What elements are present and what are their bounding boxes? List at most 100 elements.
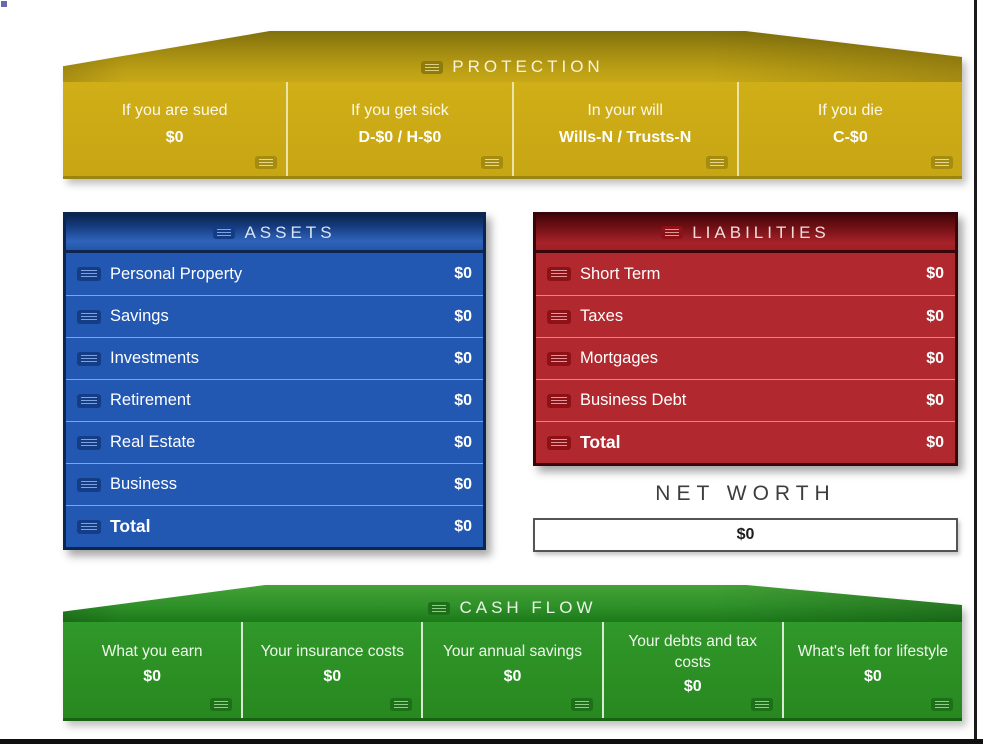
row-label: Personal Property <box>110 264 243 283</box>
protection-cell-sued[interactable]: If you are sued $0 <box>63 82 287 176</box>
row-label: Retirement <box>110 391 191 409</box>
menu-handle-icon[interactable] <box>390 698 413 711</box>
menu-handle-icon[interactable] <box>77 435 101 450</box>
window-bottom-border <box>0 739 983 744</box>
row-label: Real Estate <box>110 433 196 451</box>
cash-flow-cell-earn[interactable]: What you earn $0 <box>63 622 242 718</box>
net-worth-title: NET WORTH <box>655 482 836 505</box>
cell-value: $0 <box>323 667 342 685</box>
row-value: $0 <box>926 307 944 325</box>
menu-handle-icon[interactable] <box>547 267 571 281</box>
window-right-border <box>974 0 977 744</box>
liabilities-title-label: LIABILITIES <box>692 222 830 242</box>
menu-handle-icon[interactable] <box>547 393 571 408</box>
menu-handle-icon[interactable] <box>547 351 571 366</box>
cell-value: $0 <box>864 667 882 685</box>
net-worth-value: $0 <box>736 526 755 543</box>
menu-handle-icon[interactable] <box>931 156 953 169</box>
cell-label: Your annual savings <box>442 643 583 661</box>
cell-label: If you get sick <box>350 101 449 119</box>
menu-handle-icon[interactable] <box>705 156 728 169</box>
menu-handle-icon[interactable] <box>570 698 593 711</box>
row-label: Business Debt <box>580 391 687 409</box>
row-label: Short Term <box>580 264 661 283</box>
cell-label: What you earn <box>101 643 203 661</box>
menu-handle-icon[interactable] <box>421 60 444 74</box>
menu-handle-icon[interactable] <box>480 156 503 169</box>
menu-handle-icon[interactable] <box>77 393 101 408</box>
liabilities-table: LIABILITIES Short Term $0 Taxes $0 Mortg… <box>533 212 958 466</box>
liability-row-taxes[interactable]: Taxes $0 <box>536 295 955 337</box>
row-value: $0 <box>454 433 472 451</box>
cash-flow-cell-insurance[interactable]: Your insurance costs $0 <box>241 622 422 718</box>
protection-cells: If you are sued $0 If you get sick D-$0 … <box>63 82 962 179</box>
menu-handle-icon[interactable] <box>77 519 101 534</box>
cell-label: Your debts and tax costs <box>628 632 758 671</box>
cell-label: If you are sued <box>121 101 228 119</box>
row-label: Total <box>580 432 621 452</box>
cash-flow-title: CASH FLOW <box>63 598 962 618</box>
cash-flow-title-label: CASH FLOW <box>459 598 597 617</box>
asset-row-savings[interactable]: Savings $0 <box>66 295 483 337</box>
row-label: Total <box>110 516 151 536</box>
cash-flow-roof: CASH FLOW <box>63 585 962 622</box>
cell-value: $0 <box>143 667 161 685</box>
cash-flow-cell-savings[interactable]: Your annual savings $0 <box>421 622 602 718</box>
protection-title-label: PROTECTION <box>452 57 604 76</box>
asset-row-personal-property[interactable]: Personal Property $0 <box>66 253 483 295</box>
row-value: $0 <box>926 265 944 282</box>
cash-flow-cell-lifestyle[interactable]: What's left for lifestyle $0 <box>781 622 963 718</box>
liability-row-business-debt[interactable]: Business Debt $0 <box>536 379 955 421</box>
row-value: $0 <box>454 517 472 535</box>
corner-artifact <box>1 1 7 7</box>
cell-label: In your will <box>587 101 663 119</box>
row-value: $0 <box>454 349 472 367</box>
asset-row-retirement[interactable]: Retirement $0 <box>66 379 483 421</box>
row-value: $0 <box>454 307 472 325</box>
cell-value: D-$0 / H-$0 <box>358 129 442 147</box>
menu-handle-icon[interactable] <box>547 309 571 324</box>
protection-cell-die[interactable]: If you die C-$0 <box>736 82 962 176</box>
asset-row-real-estate[interactable]: Real Estate $0 <box>66 421 483 463</box>
menu-handle-icon[interactable] <box>77 477 101 492</box>
cash-flow-cells: What you earn $0 Your insurance costs $0… <box>63 622 963 721</box>
liability-row-total[interactable]: Total $0 <box>536 421 955 463</box>
liability-row-short-term[interactable]: Short Term $0 <box>536 253 955 295</box>
net-worth-value-box: $0 <box>533 518 958 552</box>
liabilities-header: LIABILITIES <box>536 215 955 253</box>
liability-row-mortgages[interactable]: Mortgages $0 <box>536 337 955 379</box>
cash-flow-cell-debts-taxes[interactable]: Your debts and tax costs $0 <box>601 622 782 718</box>
assets-title-label: ASSETS <box>244 222 336 242</box>
menu-handle-icon[interactable] <box>210 698 233 711</box>
menu-handle-icon[interactable] <box>77 267 101 281</box>
protection-cell-will[interactable]: In your will Wills-N / Trusts-N <box>511 82 737 176</box>
row-value: $0 <box>454 265 472 282</box>
menu-handle-icon[interactable] <box>213 226 236 239</box>
row-value: $0 <box>454 391 472 409</box>
menu-handle-icon[interactable] <box>77 309 101 324</box>
menu-handle-icon[interactable] <box>931 698 954 711</box>
protection-cell-sick[interactable]: If you get sick D-$0 / H-$0 <box>286 82 512 176</box>
asset-row-total[interactable]: Total $0 <box>66 505 483 547</box>
cell-value: Wills-N / Trusts-N <box>558 129 692 147</box>
protection-section: PROTECTION If you are sued $0 If you get… <box>63 31 962 179</box>
menu-handle-icon[interactable] <box>661 226 684 239</box>
asset-row-business[interactable]: Business $0 <box>66 463 483 505</box>
assets-table: ASSETS Personal Property $0 Savings $0 I… <box>63 212 486 550</box>
row-label: Savings <box>110 307 169 325</box>
row-label: Business <box>110 475 177 493</box>
row-value: $0 <box>926 391 944 409</box>
assets-header: ASSETS <box>66 215 483 253</box>
row-label: Mortgages <box>580 349 658 367</box>
menu-handle-icon[interactable] <box>77 351 101 366</box>
menu-handle-icon[interactable] <box>750 698 773 711</box>
row-label: Investments <box>110 349 199 367</box>
cell-label: What's left for lifestyle <box>797 643 949 661</box>
menu-handle-icon[interactable] <box>547 435 571 450</box>
menu-handle-icon[interactable] <box>428 601 451 615</box>
row-label: Taxes <box>580 307 624 325</box>
asset-row-investments[interactable]: Investments $0 <box>66 337 483 379</box>
cell-value: $0 <box>165 129 184 147</box>
row-value: $0 <box>926 349 944 367</box>
menu-handle-icon[interactable] <box>255 156 278 169</box>
